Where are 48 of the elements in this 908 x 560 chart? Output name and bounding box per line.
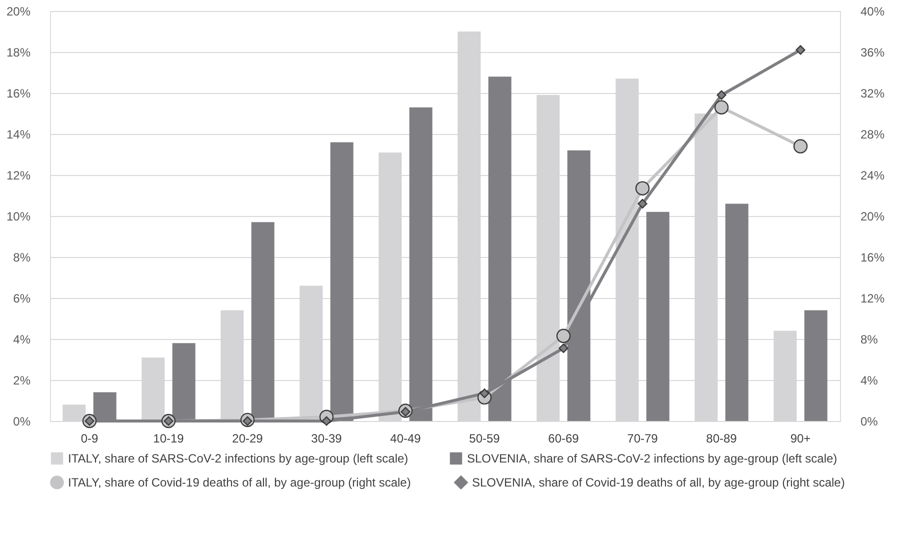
- y-tick-label: 16%: [6, 86, 31, 100]
- y2-tick-label: 16%: [860, 250, 885, 264]
- point: [796, 45, 806, 55]
- x-tick-label: 0-9: [80, 432, 98, 446]
- y-tick-label: 10%: [6, 210, 31, 224]
- x-tick-label: 80-89: [706, 432, 738, 446]
- y2-tick-label: 24%: [860, 168, 885, 182]
- y-tick-label: 4%: [13, 332, 31, 346]
- point: [716, 90, 726, 100]
- x-tick-label: 10-19: [153, 432, 184, 446]
- x-tick-label: 70-79: [627, 432, 658, 446]
- bar: [62, 404, 86, 421]
- y-tick-label: 6%: [13, 292, 31, 306]
- y2-tick-label: 8%: [860, 332, 878, 346]
- bar: [725, 204, 748, 421]
- legend-label: ITALY, share of Covid-19 deaths of all, by age-group (right scale): [68, 475, 411, 490]
- point: [714, 100, 729, 114]
- bar: [646, 212, 670, 421]
- y2-tick-label: 20%: [860, 210, 885, 224]
- y-tick-label: 2%: [13, 374, 31, 388]
- y2-tick-label: 28%: [860, 128, 885, 142]
- point: [635, 181, 650, 196]
- y2-tick-label: 40%: [860, 4, 885, 18]
- point: [558, 343, 568, 354]
- point: [556, 328, 571, 344]
- y-tick-label: 12%: [6, 168, 31, 182]
- point: [793, 139, 808, 154]
- y2-tick-label: 12%: [860, 292, 885, 306]
- y-tick-label: 20%: [6, 4, 31, 18]
- x-tick-label: 90+: [790, 432, 811, 446]
- y-tick-label: 14%: [6, 128, 31, 142]
- point: [638, 198, 648, 208]
- x-tick-label: 30-39: [311, 432, 342, 446]
- x-tick-label: 40-49: [390, 432, 422, 446]
- x-tick-label: 60-69: [548, 432, 580, 446]
- y2-tick-label: 36%: [860, 46, 885, 60]
- y-tick-label: 18%: [6, 46, 31, 60]
- y2-tick-label: 32%: [860, 86, 885, 100]
- legend-label: SLOVENIA, share of Covid-19 deaths of all, by age-group (right scale): [472, 475, 845, 490]
- legend-label: SLOVENIA, share of SARS-CoV-2 infections by age-group (left scale): [467, 451, 838, 466]
- x-tick-label: 50-59: [469, 432, 500, 446]
- y-tick-label: 0%: [13, 414, 31, 428]
- legend-label: ITALY, share of SARS-CoV-2 infections by age-group (left scale): [68, 451, 408, 466]
- bar: [804, 310, 828, 421]
- y-tick-label: 8%: [13, 250, 31, 264]
- y2-tick-label: 4%: [860, 374, 878, 388]
- x-tick-label: 20-29: [232, 432, 264, 446]
- y2-tick-label: 0%: [860, 414, 878, 428]
